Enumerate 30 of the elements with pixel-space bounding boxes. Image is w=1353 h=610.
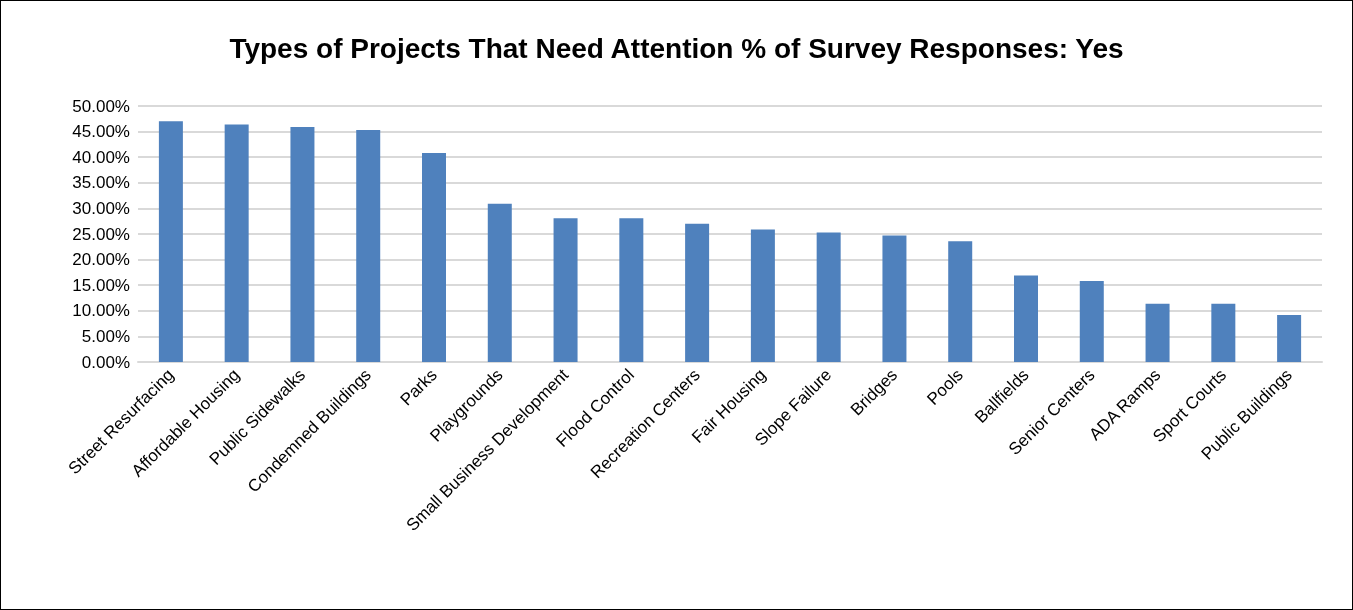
y-tick-label: 5.00% — [81, 326, 130, 346]
y-tick-label: 15.00% — [72, 275, 130, 295]
bar — [290, 126, 315, 362]
y-tick-label: 35.00% — [72, 173, 130, 193]
bar — [1211, 303, 1236, 362]
y-tick-label: 40.00% — [72, 147, 130, 167]
y-tick-label: 10.00% — [72, 301, 130, 321]
chart-title: Types of Projects That Need Attention % of Survey Responses: Yes — [229, 32, 1124, 64]
bar — [619, 218, 644, 362]
y-tick-label: 0.00% — [81, 352, 130, 372]
bar — [816, 232, 841, 362]
bar — [158, 121, 183, 362]
bar — [948, 241, 973, 362]
bar — [224, 124, 249, 362]
bar — [1079, 281, 1104, 362]
y-tick-label: 30.00% — [72, 198, 130, 218]
bar — [422, 153, 446, 362]
y-tick-label: 50.00% — [72, 96, 130, 116]
bar — [750, 229, 775, 362]
bar — [685, 223, 710, 362]
y-tick-label: 25.00% — [72, 224, 130, 244]
bar — [356, 130, 381, 362]
bar — [1145, 303, 1170, 362]
bar — [487, 203, 512, 362]
y-tick-label: 20.00% — [72, 250, 130, 270]
bar — [553, 218, 578, 362]
bar — [1277, 314, 1302, 362]
bar — [882, 235, 907, 362]
bar — [1014, 275, 1038, 362]
y-tick-label: 45.00% — [72, 122, 130, 142]
